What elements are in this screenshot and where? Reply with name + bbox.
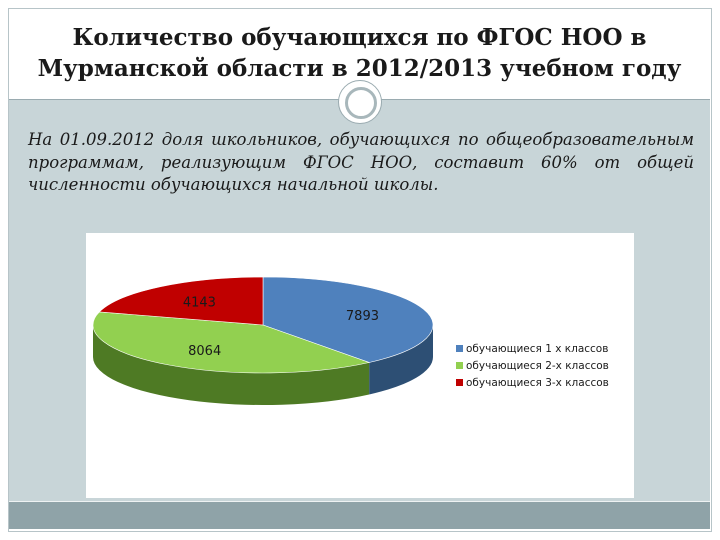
pie-chart: 7893 8064 4143 обучающиеся 1 х классов обуча… (92, 276, 609, 405)
legend-label-grade-3: обучающиеся 3-х классов (466, 377, 609, 389)
data-label-grade-3: 4143 (183, 295, 216, 310)
legend-swatch-grade-1 (456, 345, 463, 352)
slide-title-line-2: Мурманской области в 2012/2013 учебном г… (37, 55, 682, 82)
pie-slice-grade-2 (92, 311, 371, 374)
slide-title: Количество обучающихся по ФГОС НОО в Мур… (9, 22, 710, 84)
slide-title-line-1: Количество обучающихся по ФГОС НОО в (72, 24, 647, 51)
data-label-grade-2: 8064 (188, 344, 221, 359)
legend-swatch-grade-3 (456, 379, 463, 386)
pie-side-grade-1 (369, 325, 433, 395)
chart-area: 7893 8064 4143 обучающиеся 1 х классов обуча… (86, 233, 634, 498)
legend-label-grade-1: обучающиеся 1 х классов (466, 343, 608, 355)
footer-divider (9, 501, 710, 502)
pie-slice-grade-3 (98, 276, 264, 326)
pie-slice-grade-1 (262, 276, 434, 363)
legend-label-grade-2: обучающиеся 2-х классов (466, 360, 609, 372)
legend-swatch-grade-2 (456, 362, 463, 369)
divider-circle-inner (345, 87, 377, 119)
data-label-grade-1: 7893 (346, 309, 379, 324)
divider-circle-ornament (338, 80, 382, 124)
body-paragraph: На 01.09.2012 доля школьников, обучающих… (28, 130, 694, 194)
footer-bar (9, 502, 710, 529)
pie-side-grade-2 (92, 325, 370, 405)
